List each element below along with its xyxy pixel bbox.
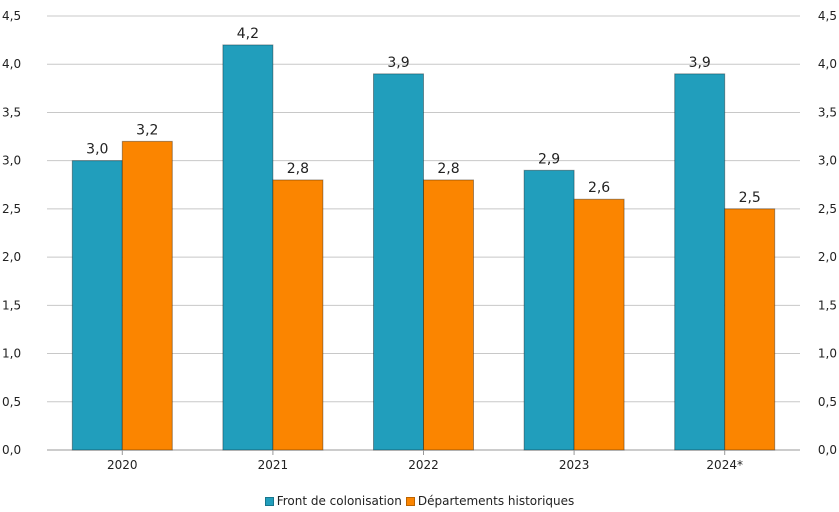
y-tick-label-right: 3,0 <box>818 154 837 168</box>
bar-departements-historiques <box>272 179 324 451</box>
bar-front-de-colonisation <box>71 160 123 451</box>
x-tick-label: 2020 <box>107 458 138 472</box>
data-label: 2,8 <box>437 161 459 177</box>
y-tick-label-left: 4,0 <box>2 57 21 71</box>
x-tick-label: 2024* <box>706 458 743 472</box>
y-tick-label-left: 2,5 <box>2 202 21 216</box>
y-tick-label-left: 2,0 <box>2 250 21 264</box>
data-label: 2,6 <box>588 180 610 196</box>
y-tick-label-left: 1,0 <box>2 347 21 361</box>
data-label: 2,8 <box>287 161 309 177</box>
bar-front-de-colonisation <box>674 73 726 451</box>
bar-front-de-colonisation <box>222 44 274 451</box>
bar-departements-historiques <box>423 179 474 451</box>
y-tick-label-left: 3,5 <box>2 105 21 119</box>
bar-front-de-colonisation <box>523 169 575 451</box>
chart-svg: 0,0 0,0 0,5 0,5 1,0 1,0 1,5 1,5 2,0 2,0 2,5 2,5 3,0 3… <box>2 9 837 472</box>
y-tick-label-right: 3,5 <box>818 105 837 119</box>
legend: Front de colonisation Départements histo… <box>0 494 839 508</box>
y-tick-label-left: 1,5 <box>2 298 21 312</box>
x-tick-label: 2022 <box>408 458 439 472</box>
data-label: 3,0 <box>86 142 108 158</box>
data-label: 4,2 <box>237 26 259 42</box>
y-tick-label-right: 2,0 <box>818 250 837 264</box>
x-tick-label: 2021 <box>258 458 289 472</box>
bar-departements-historiques <box>573 198 625 451</box>
data-label: 3,9 <box>387 55 409 71</box>
y-tick-label-left: 3,0 <box>2 154 21 168</box>
y-tick-label-left: 0,0 <box>2 443 21 457</box>
y-tick-label-right: 2,5 <box>818 202 837 216</box>
y-tick-label-right: 0,5 <box>818 395 837 409</box>
legend-label-front-de-colonisation: Front de colonisation <box>276 494 402 508</box>
bar-front-de-colonisation <box>373 73 424 451</box>
bar-departements-historiques <box>121 140 173 451</box>
legend-label-departements-historiques: Départements historiques <box>417 494 575 508</box>
y-tick-label-right: 1,5 <box>818 298 837 312</box>
x-tick-label: 2023 <box>559 458 590 472</box>
legend-swatch-departements-historiques <box>405 496 415 506</box>
bar-departements-historiques <box>724 208 776 451</box>
y-tick-label-left: 4,5 <box>2 9 21 23</box>
legend-item-departements-historiques: Départements historiques <box>405 494 575 508</box>
legend-item-front-de-colonisation: Front de colonisation <box>264 494 402 508</box>
y-tick-label-right: 4,5 <box>818 9 837 23</box>
y-tick-label-left: 0,5 <box>2 395 21 409</box>
y-tick-label-right: 1,0 <box>818 347 837 361</box>
data-label: 3,9 <box>689 55 711 71</box>
y-tick-label-right: 0,0 <box>818 443 837 457</box>
data-label: 2,9 <box>538 151 560 167</box>
y-tick-label-right: 4,0 <box>818 57 837 71</box>
data-label: 2,5 <box>739 190 761 206</box>
data-label: 3,2 <box>136 122 158 138</box>
legend-swatch-front-de-colonisation <box>264 496 274 506</box>
